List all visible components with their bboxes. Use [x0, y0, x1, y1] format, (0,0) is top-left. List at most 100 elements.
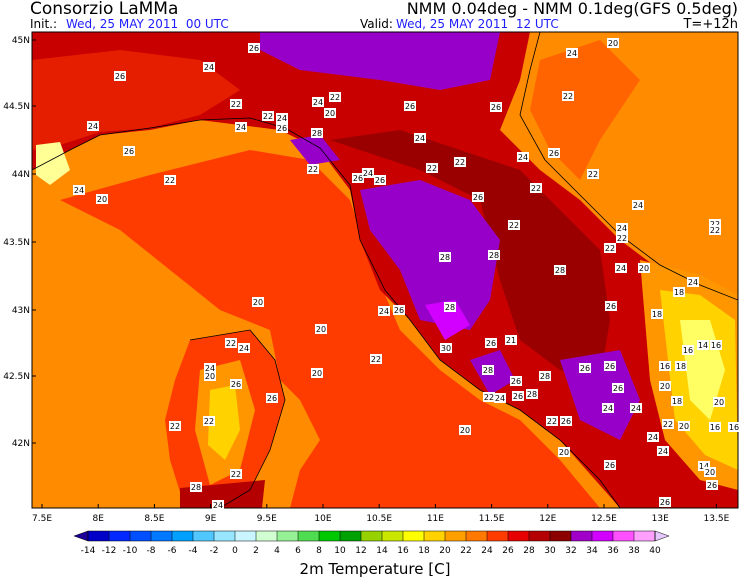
label-box: [607, 38, 619, 48]
label-box: [312, 97, 324, 107]
temperature-label: 24: [631, 404, 641, 413]
colorbar-swatch: [130, 531, 151, 541]
colorbar-swatch: [487, 531, 508, 541]
temperature-label: 26: [486, 339, 496, 348]
label-box: [490, 102, 502, 112]
temperature-label: 16: [711, 341, 721, 350]
temperature-label: 24: [633, 201, 643, 210]
label-box: [560, 416, 572, 426]
temperature-label: 28: [489, 251, 499, 260]
colorbar-swatch: [403, 531, 424, 541]
temperature-label: 24: [363, 169, 373, 178]
label-box: [548, 148, 560, 158]
colorbar-swatch: [424, 531, 445, 541]
temperature-label: 28: [555, 266, 565, 275]
label-box: [505, 335, 517, 345]
temperature-label: 20: [559, 448, 569, 457]
label-box: [87, 121, 99, 131]
label-box: [657, 446, 669, 456]
label-box: [362, 168, 374, 178]
temperature-label: 22: [330, 93, 340, 102]
temperature-label: 20: [679, 422, 689, 431]
colorbar-tick-label: 8: [316, 546, 322, 556]
label-box: [706, 480, 718, 490]
lon-label: 11E: [427, 514, 444, 524]
temperature-label: 24: [74, 186, 84, 195]
lon-label: 11.5E: [479, 514, 505, 524]
label-box: [678, 421, 690, 431]
colorbar-swatch: [529, 531, 550, 541]
label-box: [659, 361, 671, 371]
colorbar-swatch: [109, 531, 130, 541]
label-box: [605, 301, 617, 311]
label-box: [324, 108, 336, 118]
model-info: NMM 0.04deg - NMM 0.1deg(GFS 0.5deg): [407, 0, 738, 18]
colorbar-swatch: [550, 531, 571, 541]
label-box: [539, 371, 551, 381]
colorbar-tick-label: 34: [586, 546, 598, 556]
label-box: [630, 403, 642, 413]
colorbar-tick-label: 26: [502, 546, 514, 556]
temperature-label: 26: [394, 306, 404, 315]
colorbar-title: 2m Temperature [C]: [300, 560, 451, 578]
colorbar-tick-label: 28: [523, 546, 535, 556]
temperature-label: 26: [115, 72, 125, 81]
temperature-label: 22: [531, 184, 541, 193]
colorbar-tick-label: -2: [210, 546, 219, 556]
colorbar-tick-label: 24: [481, 546, 493, 556]
label-box: [393, 305, 405, 315]
lon-label: 10E: [314, 514, 331, 524]
label-box: [671, 396, 683, 406]
label-box: [225, 338, 237, 348]
label-box: [230, 469, 242, 479]
lon-label: 12.5E: [591, 514, 617, 524]
temperature-label: 26: [580, 364, 590, 373]
label-box: [697, 340, 709, 350]
label-box: [604, 361, 616, 371]
label-box: [276, 123, 288, 133]
label-box: [203, 416, 215, 426]
temperature-label: 20: [608, 39, 618, 48]
lat-label: 42.5N: [3, 372, 30, 382]
label-box: [510, 376, 522, 386]
lon-label: 13E: [652, 514, 669, 524]
label-box: [710, 340, 722, 350]
colorbar-swatch: [214, 531, 235, 541]
temperature-label: 24: [616, 264, 626, 273]
temperature-label: 26: [707, 481, 717, 490]
lat-label: 45N: [12, 36, 30, 46]
temperature-label: 24: [603, 404, 613, 413]
label-box: [675, 361, 687, 371]
colorbar-tick-label: -14: [81, 546, 96, 556]
label-box: [616, 233, 628, 243]
colorbar-tick-label: 22: [460, 546, 471, 556]
label-box: [508, 220, 520, 230]
temperature-label: 26: [249, 44, 259, 53]
lat-label: 43.5N: [3, 238, 30, 248]
temperature-label: 20: [325, 109, 335, 118]
colorbar-swatch: [592, 531, 613, 541]
lon-label: 8.5E: [144, 514, 164, 524]
label-box: [238, 343, 250, 353]
label-box: [440, 343, 452, 353]
temperature-label: 20: [253, 298, 263, 307]
label-box: [612, 383, 624, 393]
temperature-label: 26: [605, 461, 615, 470]
label-box: [248, 43, 260, 53]
temperature-label: 24: [495, 394, 505, 403]
colorbar-swatch: [613, 531, 634, 541]
temperature-label: 16: [729, 423, 739, 432]
temperature-label: 22: [588, 170, 598, 179]
label-box: [444, 302, 456, 312]
temperature-label: 26: [491, 103, 501, 112]
label-box: [682, 345, 694, 355]
temperature-label: 24: [567, 49, 577, 58]
label-box: [230, 99, 242, 109]
label-box: [230, 379, 242, 389]
label-box: [262, 111, 274, 121]
colorbar-tick-label: -6: [168, 546, 177, 556]
colorbar-swatch: [634, 531, 655, 541]
label-box: [604, 460, 616, 470]
lon-label: 7.5E: [32, 514, 52, 524]
label-box: [485, 338, 497, 348]
